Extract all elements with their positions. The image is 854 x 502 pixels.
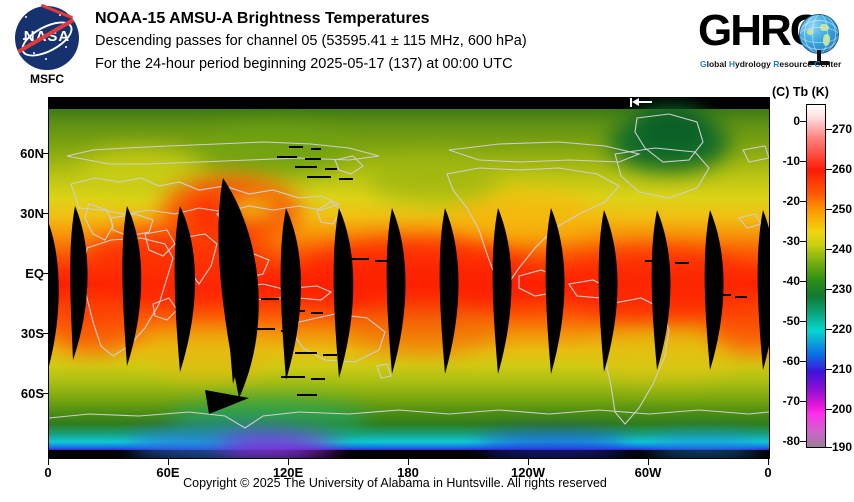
cb-kelvin-label: 260 [832,162,853,176]
cb-tick [800,401,806,402]
map-plot-area [48,97,770,459]
lat-label-60n: 60N [20,146,44,161]
anomaly-blob [349,304,499,354]
lat-label-eq: EQ [25,266,44,281]
nasa-logo: NASA MSFC [10,3,84,90]
lon-tick [288,459,289,465]
cb-tick [800,241,806,242]
cb-celsius-label: -80 [782,434,800,448]
cb-tick [826,129,832,130]
lon-label-0e: 0 [764,465,772,480]
page-title: NOAA-15 AMSU-A Brightness Temperatures [95,10,430,27]
lon-tick [408,459,409,465]
cb-celsius-label: -40 [782,274,800,288]
colorbar-gradient [806,104,826,448]
anomaly-blob [199,126,349,176]
cb-tick [826,249,832,250]
cb-tick [826,329,832,330]
cb-celsius-label: -70 [782,394,800,408]
anomaly-blob [219,434,339,458]
cb-celsius-label: 0 [793,114,800,128]
lat-tick [43,153,49,154]
cb-tick [800,201,806,202]
lat-label-60s: 60S [20,386,44,401]
cb-tick [826,369,832,370]
cb-kelvin-label: 230 [832,282,853,296]
cb-tick [826,209,832,210]
lon-tick [648,459,649,465]
colorbar-header: (C) Tb (K) [772,85,829,99]
title-block: NOAA-15 AMSU-A Brightness Temperatures D… [95,8,527,76]
cb-celsius-label: -60 [782,354,800,368]
msfc-label: MSFC [30,72,64,86]
brightness-temperature-field [49,98,769,458]
subtitle-channel: Descending passes for channel 05 (53595.… [95,33,527,49]
cb-kelvin-label: 270 [832,122,853,136]
ghrc-expansion: Global Hydrology Resource Center [700,59,842,69]
lon-tick [168,459,169,465]
lon-tick [48,459,49,465]
cb-tick [800,281,806,282]
lon-label-0w: 0 [44,465,52,480]
cb-celsius-label: -30 [782,234,800,248]
cb-kelvin-label: 240 [832,242,853,256]
ghrc-logo: GHRC Global Hydrology Resource Center [698,6,848,80]
cb-kelvin-label: 210 [832,362,853,376]
cb-tick [800,441,806,442]
anomaly-blob [369,156,499,204]
cb-tick [800,121,806,122]
lat-label-30s: 30S [20,326,44,341]
anomaly-blob [649,436,759,458]
cb-tick [800,321,806,322]
lat-tick [43,273,49,274]
lat-tick [43,333,49,334]
copyright-notice: Copyright © 2025 The University of Alaba… [183,476,607,490]
cb-kelvin-label: 250 [832,202,853,216]
colorbar [806,104,826,448]
cb-kelvin-label: 190 [832,440,853,454]
cb-tick [826,289,832,290]
cb-tick [826,447,832,448]
lon-label-180: 180 [397,465,419,480]
lon-tick [768,459,769,465]
anomaly-blob [479,432,629,458]
cb-kelvin-label: 200 [832,402,853,416]
lon-label-60e: 60E [156,465,180,480]
subtitle-period: For the 24-hour period beginning 2025-05… [95,56,513,72]
cb-celsius-label: -20 [782,194,800,208]
cb-celsius-label: -10 [782,154,800,168]
cb-celsius-label: -50 [782,314,800,328]
lon-tick [528,459,529,465]
lat-label-30n: 30N [20,206,44,221]
lon-label-120e: 120E [272,465,304,480]
globe-icon [799,14,839,54]
cb-tick [826,169,832,170]
cb-tick [800,161,806,162]
orbital-swath-gaps [49,146,769,414]
cb-tick [826,409,832,410]
lat-tick [43,393,49,394]
cb-tick [800,361,806,362]
ascending-node-marker [630,98,652,107]
cb-kelvin-label: 220 [832,322,853,336]
header: NASA MSFC NOAA-15 AMSU-A Brightness Temp… [0,0,854,95]
lon-label-60w: 60W [634,465,662,480]
lon-label-120w: 120W [511,465,545,480]
lat-tick [43,213,49,214]
